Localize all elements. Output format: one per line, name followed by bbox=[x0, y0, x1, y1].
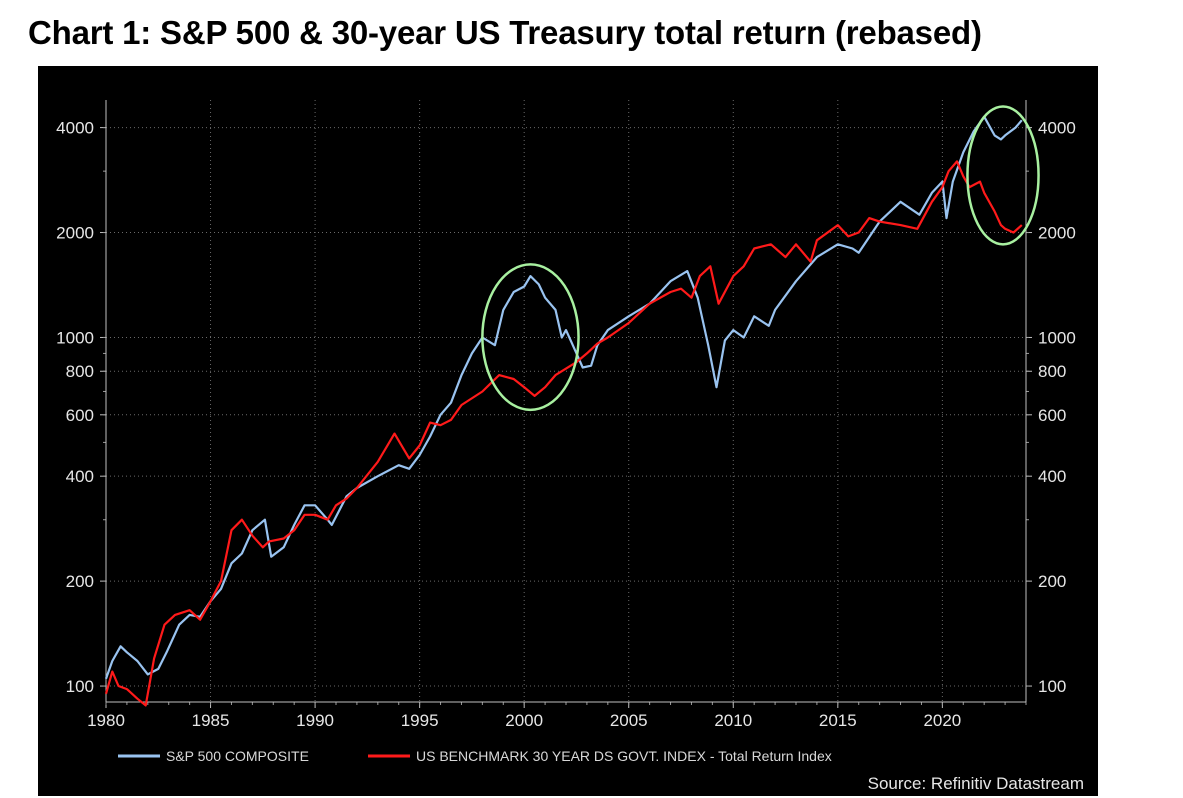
y-tick-label-left-800: 800 bbox=[66, 362, 94, 381]
y-tick-label-right-200: 200 bbox=[1038, 572, 1066, 591]
x-tick-label-1990: 1990 bbox=[296, 711, 334, 730]
x-tick-label-1980: 1980 bbox=[87, 711, 125, 730]
chart-panel: 100 200 400 600 800 1000 2000 4000 100 200 400 600 8… bbox=[38, 66, 1098, 796]
source-label: Source: Refinitiv Datastream bbox=[868, 774, 1084, 793]
annotations-layer bbox=[481, 105, 1040, 412]
y-tick-label-left-400: 400 bbox=[66, 467, 94, 486]
y-tick-label-right-4000: 4000 bbox=[1038, 119, 1076, 138]
x-tick-label-1985: 1985 bbox=[192, 711, 230, 730]
y-tick-label-right-1000: 1000 bbox=[1038, 328, 1076, 347]
y-tick-label-right-2000: 2000 bbox=[1038, 224, 1076, 243]
y-tick-label-right-100: 100 bbox=[1038, 677, 1066, 696]
y-tick-label-left-600: 600 bbox=[66, 406, 94, 425]
y-tick-label-right-600: 600 bbox=[1038, 406, 1066, 425]
series-line-treasury30y bbox=[104, 160, 1023, 707]
y-tick-label-left-4000: 4000 bbox=[56, 119, 94, 138]
y-tick-label-left-1000: 1000 bbox=[56, 328, 94, 347]
x-tick-label-2020: 2020 bbox=[923, 711, 961, 730]
x-tick-label-2010: 2010 bbox=[714, 711, 752, 730]
chart-svg: 100 200 400 600 800 1000 2000 4000 100 200 400 600 8… bbox=[56, 100, 1084, 793]
x-tick-label-2015: 2015 bbox=[819, 711, 857, 730]
axes: 100 200 400 600 800 1000 2000 4000 100 200 400 600 8… bbox=[56, 100, 1076, 730]
series-layer bbox=[104, 115, 1023, 707]
gridlines bbox=[105, 100, 1026, 702]
series-line-sp500 bbox=[104, 115, 1023, 680]
y-tick-label-right-800: 800 bbox=[1038, 362, 1066, 381]
chart-title: Chart 1: S&P 500 & 30-year US Treasury t… bbox=[28, 14, 982, 51]
y-tick-label-right-400: 400 bbox=[1038, 467, 1066, 486]
y-tick-label-left-2000: 2000 bbox=[56, 224, 94, 243]
x-tick-label-2005: 2005 bbox=[610, 711, 648, 730]
y-tick-label-left-100: 100 bbox=[66, 677, 94, 696]
annotation-circle-2000 bbox=[481, 263, 580, 412]
y-tick-label-left-200: 200 bbox=[66, 572, 94, 591]
legend-item-treasury30y-label: US BENCHMARK 30 YEAR DS GOVT. INDEX - To… bbox=[416, 748, 832, 764]
x-tick-label-2000: 2000 bbox=[505, 711, 543, 730]
annotation-circle-2022 bbox=[966, 105, 1040, 246]
legend-item-sp500-label: S&P 500 COMPOSITE bbox=[166, 748, 309, 764]
x-tick-label-1995: 1995 bbox=[401, 711, 439, 730]
legend: S&P 500 COMPOSITE US BENCHMARK 30 YEAR DS… bbox=[118, 748, 832, 764]
